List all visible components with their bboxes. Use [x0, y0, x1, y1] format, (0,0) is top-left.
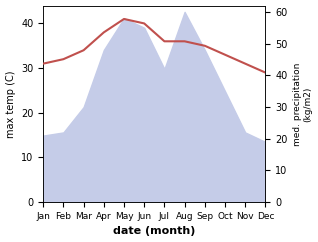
Y-axis label: med. precipitation
(kg/m2): med. precipitation (kg/m2) — [293, 62, 313, 145]
X-axis label: date (month): date (month) — [113, 227, 196, 236]
Y-axis label: max temp (C): max temp (C) — [5, 70, 16, 138]
